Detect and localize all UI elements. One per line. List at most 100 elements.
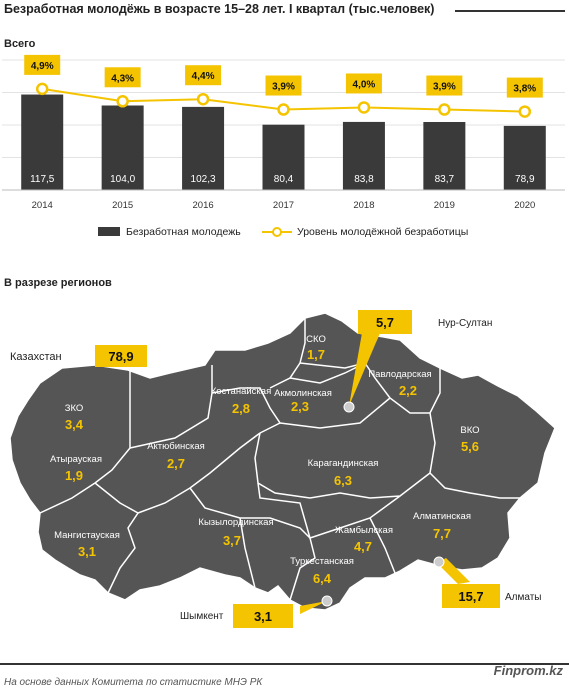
page-title: Безработная молодёжь в возрасте 15–28 ле… xyxy=(4,2,435,16)
bar-value-label: 80,4 xyxy=(274,174,294,185)
region-name: ВКО xyxy=(460,425,479,436)
city-value-box xyxy=(358,310,412,334)
region-value: 2,2 xyxy=(399,383,417,398)
x-tick-label: 2018 xyxy=(353,200,374,211)
region-name: ЗКО xyxy=(65,403,84,414)
x-tick-label: 2015 xyxy=(112,200,133,211)
bar xyxy=(503,125,546,190)
region-value: 2,8 xyxy=(232,401,250,416)
kazakhstan-label: Казахстан xyxy=(10,351,62,363)
x-tick-label: 2014 xyxy=(32,200,53,211)
bar-value-label: 78,9 xyxy=(515,174,535,185)
line-label-box xyxy=(345,73,382,94)
region-value: 1,9 xyxy=(65,468,83,483)
bar xyxy=(342,121,385,190)
bar-value-label: 104,0 xyxy=(110,174,135,185)
title-rule xyxy=(455,10,565,12)
bar xyxy=(423,121,466,190)
line-point xyxy=(438,103,451,116)
region-name: Мангистауская xyxy=(54,530,120,541)
line-label-box xyxy=(185,65,222,86)
line-label-box xyxy=(265,75,302,96)
x-tick-label: 2016 xyxy=(193,200,214,211)
line-label-box xyxy=(104,67,141,88)
region-value: 7,7 xyxy=(433,526,451,541)
line-value-label: 4,3% xyxy=(111,73,134,84)
region-value: 3,1 xyxy=(78,544,96,559)
region-name: Туркестанская xyxy=(290,556,354,567)
region-name: Костанайская xyxy=(211,386,271,397)
region-name: Алматинская xyxy=(413,511,471,522)
city-marker xyxy=(433,556,445,568)
region-value: 5,6 xyxy=(461,439,479,454)
bar xyxy=(101,105,144,190)
region-borders xyxy=(39,318,520,601)
regions-map: Казахстан 78,9 СКО Акмолинская Павлодарс… xyxy=(9,310,556,628)
city-name: Алматы xyxy=(505,592,542,603)
source-note: На основе данных Комитета по статистике … xyxy=(4,677,263,688)
kazakhstan-value-box xyxy=(95,345,147,367)
city-marker xyxy=(343,401,355,413)
region-value: 1,7 xyxy=(307,347,325,362)
region-name: Карагандинская xyxy=(308,458,379,469)
city-value: 15,7 xyxy=(458,589,483,604)
region-name: Жамбылская xyxy=(335,525,393,536)
line-point xyxy=(116,95,129,108)
region-value: 2,3 xyxy=(291,399,309,414)
city-marker xyxy=(321,595,333,607)
line-point xyxy=(196,92,210,106)
x-tick-label: 2019 xyxy=(434,200,455,211)
city-callout-pointer xyxy=(349,333,380,406)
legend-label: Безработная молодежь xyxy=(126,226,241,238)
line-point xyxy=(518,105,532,118)
city-value: 3,1 xyxy=(254,609,272,624)
bar-value-label: 83,7 xyxy=(435,174,455,185)
x-tick-label: 2020 xyxy=(514,200,535,211)
bar xyxy=(21,94,64,190)
region-value: 2,7 xyxy=(167,456,185,471)
city-name: Нур-Султан xyxy=(438,318,492,329)
city-name: Шымкент xyxy=(180,611,224,622)
map-outline xyxy=(9,312,556,611)
line-value-label: 3,9% xyxy=(433,82,456,93)
region-name: Павлодарская xyxy=(368,369,431,380)
section-title-total: Всего xyxy=(4,38,36,50)
section-title-regions: В разрезе регионов xyxy=(4,277,112,289)
bar-value-label: 83,8 xyxy=(354,174,374,185)
city-value-box xyxy=(442,584,500,608)
bar-line-chart: 117,5 2014 104,0 2015 102,3 2016 80,4 2017 83,8 2… xyxy=(2,54,565,238)
line-label-box xyxy=(426,75,463,96)
legend-swatch-marker xyxy=(272,227,282,237)
region-name: СКО xyxy=(306,334,326,345)
city-callout-pointer xyxy=(437,558,470,584)
line-point xyxy=(35,82,49,96)
region-value: 6,4 xyxy=(313,571,332,586)
line-point xyxy=(277,103,290,116)
bar xyxy=(182,106,225,190)
kazakhstan-value: 78,9 xyxy=(108,349,133,364)
region-value: 6,3 xyxy=(334,473,352,488)
line-value-label: 4,0% xyxy=(353,79,376,90)
region-value: 3,7 xyxy=(223,533,241,548)
city-value: 5,7 xyxy=(376,315,394,330)
line-label-box xyxy=(24,54,61,75)
bar xyxy=(262,124,305,190)
city-value-box xyxy=(233,604,293,628)
line-point xyxy=(357,101,371,114)
line-value-label: 3,8% xyxy=(513,84,536,95)
line-value-label: 4,4% xyxy=(192,71,215,82)
region-value: 4,7 xyxy=(354,539,372,554)
region-name: Кызылординская xyxy=(198,517,273,528)
line-value-label: 3,9% xyxy=(272,82,295,93)
city-callout-pointer xyxy=(300,601,327,614)
region-name: Акмолинская xyxy=(274,388,332,399)
footer-rule xyxy=(0,663,569,665)
brand-logo: Finprom.kz xyxy=(493,663,563,678)
legend-swatch-bar xyxy=(98,227,120,236)
region-name: Атырауская xyxy=(50,454,102,465)
region-value: 3,4 xyxy=(65,417,84,432)
bar-value-label: 102,3 xyxy=(191,174,216,185)
line-label-box xyxy=(506,77,543,98)
bar-value-label: 117,5 xyxy=(30,174,55,185)
legend-label: Уровень молодёжной безработицы xyxy=(297,226,468,238)
